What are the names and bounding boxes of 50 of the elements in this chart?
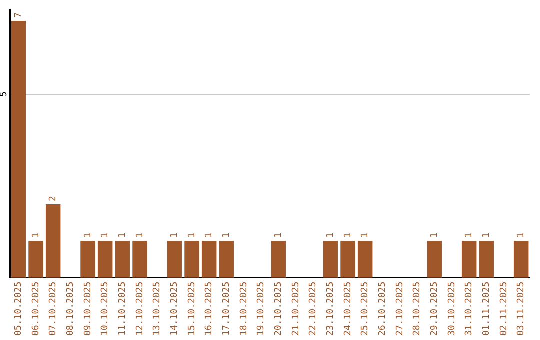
data-label: 7	[14, 12, 24, 18]
x-tick-label: 01.11.2025	[482, 282, 492, 336]
x-tick-label: 27.10.2025	[395, 282, 406, 336]
x-tick-label: 30.10.2025	[447, 282, 458, 336]
x-tick-label: 16.10.2025	[204, 282, 215, 336]
x-tick-label: 06.10.2025	[31, 282, 42, 336]
x-tick-label: 12.10.2025	[135, 282, 146, 336]
x-tick-label: 13.10.2025	[152, 282, 163, 336]
x-tick-label: 14.10.2025	[170, 282, 180, 336]
x-tick-label: 17.10.2025	[222, 282, 232, 336]
x-tick-label: 10.10.2025	[100, 282, 111, 336]
data-label: 1	[118, 232, 128, 238]
data-label: 1	[222, 232, 232, 238]
x-tick-label: 03.11.2025	[516, 282, 527, 336]
data-label: 2	[48, 196, 59, 202]
x-tick-label: 07.10.2025	[48, 282, 59, 336]
x-tick-label: 08.10.2025	[66, 282, 76, 336]
x-tick-label: 19.10.2025	[256, 282, 267, 336]
data-label: 1	[31, 232, 42, 238]
data-label: 1	[482, 232, 492, 238]
x-tick-label: 02.11.2025	[499, 282, 510, 336]
x-tick-label: 20.10.2025	[274, 282, 284, 336]
x-tick-label: 26.10.2025	[378, 282, 388, 336]
x-tick-label: 31.10.2025	[464, 282, 475, 336]
x-tick-label: 28.10.2025	[412, 282, 423, 336]
data-label: 1	[187, 232, 198, 238]
x-tick-label: 25.10.2025	[360, 282, 371, 336]
x-tick-label: 18.10.2025	[239, 282, 250, 336]
data-label: 1	[83, 232, 94, 238]
data-label: 1	[343, 232, 354, 238]
data-label: 1	[430, 232, 440, 238]
x-tick-label: 21.10.2025	[291, 282, 302, 336]
data-label: 1	[360, 232, 371, 238]
y-tick-label: 5	[0, 92, 10, 98]
x-tick-label: 24.10.2025	[343, 282, 354, 336]
data-label: 1	[100, 232, 111, 238]
data-label: 1	[326, 232, 336, 238]
data-label: 1	[135, 232, 146, 238]
data-label: 1	[274, 232, 284, 238]
x-tick-label: 11.10.2025	[118, 282, 128, 336]
x-tick-label: 23.10.2025	[326, 282, 336, 336]
data-label: 1	[516, 232, 527, 238]
x-tick-label: 15.10.2025	[187, 282, 198, 336]
x-tick-label: 05.10.2025	[14, 282, 24, 336]
x-tick-label: 22.10.2025	[308, 282, 319, 336]
data-label: 1	[170, 232, 180, 238]
x-tick-label: 29.10.2025	[430, 282, 440, 336]
data-label: 1	[464, 232, 475, 238]
data-label: 1	[204, 232, 215, 238]
x-tick-label: 09.10.2025	[83, 282, 94, 336]
